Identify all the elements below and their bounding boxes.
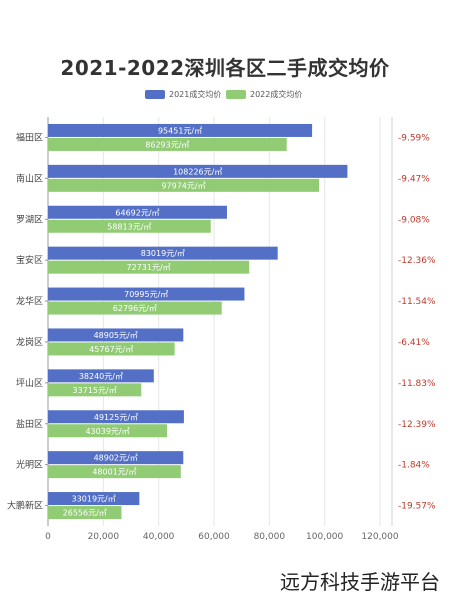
legend-item-2022[interactable]: 2022成交均价 (226, 89, 302, 100)
legend-label-2022: 2022成交均价 (250, 90, 303, 99)
x-tick-label: 80,000 (254, 532, 286, 542)
x-tick-label: 40,000 (143, 532, 175, 542)
change-label: -11.83% (398, 379, 436, 389)
legend-swatch-2021 (145, 90, 165, 99)
category-label: 罗湖区 (16, 214, 43, 225)
change-label: -9.47% (398, 174, 430, 184)
category-label: 盐田区 (16, 418, 43, 430)
category-label: 福田区 (16, 131, 43, 143)
bar-2022 (48, 465, 181, 479)
legend-swatch-2022 (226, 90, 246, 99)
category-label: 南山区 (16, 172, 43, 184)
bar-2022 (48, 506, 122, 520)
bar-2021 (48, 369, 154, 383)
data-label: 72731元/㎡ (127, 263, 171, 272)
bar-2022 (48, 219, 211, 233)
bar-2022 (48, 383, 142, 397)
bar-2021 (48, 164, 348, 178)
category-label: 龙岗区 (16, 336, 43, 348)
category-label: 坪山区 (16, 378, 43, 389)
x-tick-label: 0 (45, 532, 51, 542)
data-label: 97974元/㎡ (161, 181, 205, 190)
data-label: 48905元/㎡ (94, 331, 138, 340)
data-label: 26556元/㎡ (63, 509, 107, 518)
bar-2021 (48, 451, 184, 465)
legend-label-2021: 2021成交均价 (169, 90, 222, 99)
category-label: 龙华区 (16, 295, 43, 307)
change-label: -9.59% (398, 133, 430, 143)
x-tick-label: 100,000 (306, 532, 343, 542)
data-label: 95451元/㎡ (158, 126, 202, 135)
bar-2021 (48, 492, 140, 506)
bar-2021 (48, 328, 184, 342)
bar-2022 (48, 137, 287, 151)
bar-2022 (48, 260, 250, 274)
watermark: 远方科技手游平台 (280, 570, 440, 594)
data-label: 45767元/㎡ (89, 345, 133, 354)
category-label: 宝安区 (16, 254, 43, 266)
data-label: 62796元/㎡ (113, 304, 157, 313)
change-label: -9.08% (398, 215, 430, 225)
category-label: 大鹏新区 (7, 500, 43, 512)
data-label: 83019元/㎡ (141, 249, 185, 258)
data-label: 86293元/㎡ (145, 140, 189, 149)
change-label: -6.41% (398, 338, 430, 348)
bar-2022 (48, 178, 320, 192)
data-label: 64692元/㎡ (115, 208, 159, 217)
data-label: 48902元/㎡ (94, 454, 138, 463)
data-label: 38240元/㎡ (79, 372, 123, 381)
change-label: -11.54% (398, 297, 436, 307)
bar-2022 (48, 424, 168, 438)
change-label: -1.84% (398, 461, 430, 471)
legend-item-2021[interactable]: 2021成交均价 (145, 89, 221, 100)
bar-2021 (48, 123, 313, 137)
data-label: 33019元/㎡ (72, 495, 116, 504)
change-label: -12.36% (398, 256, 436, 266)
bar-2021 (48, 205, 227, 219)
data-label: 48001元/㎡ (92, 468, 136, 477)
bar-2022 (48, 301, 222, 315)
data-label: 58813元/㎡ (107, 222, 151, 231)
bar-2021 (48, 246, 278, 260)
legend: 2021成交均价 2022成交均价 (0, 89, 450, 103)
change-label: -19.57% (398, 502, 436, 512)
data-label: 33715元/㎡ (73, 386, 117, 395)
data-label: 43039元/㎡ (85, 427, 129, 436)
x-tick-label: 120,000 (361, 532, 398, 542)
bar-2021 (48, 410, 184, 424)
change-label: -12.39% (398, 420, 436, 430)
data-label: 49125元/㎡ (94, 413, 138, 422)
bar-2021 (48, 287, 245, 301)
x-tick-label: 20,000 (88, 532, 120, 542)
category-label: 光明区 (16, 459, 43, 471)
data-label: 70995元/㎡ (124, 290, 168, 299)
x-tick-label: 60,000 (198, 532, 230, 542)
bar-2022 (48, 342, 175, 356)
chart-title: 2021-2022深圳各区二手成交均价 (60, 56, 390, 80)
data-label: 108226元/㎡ (173, 167, 222, 176)
